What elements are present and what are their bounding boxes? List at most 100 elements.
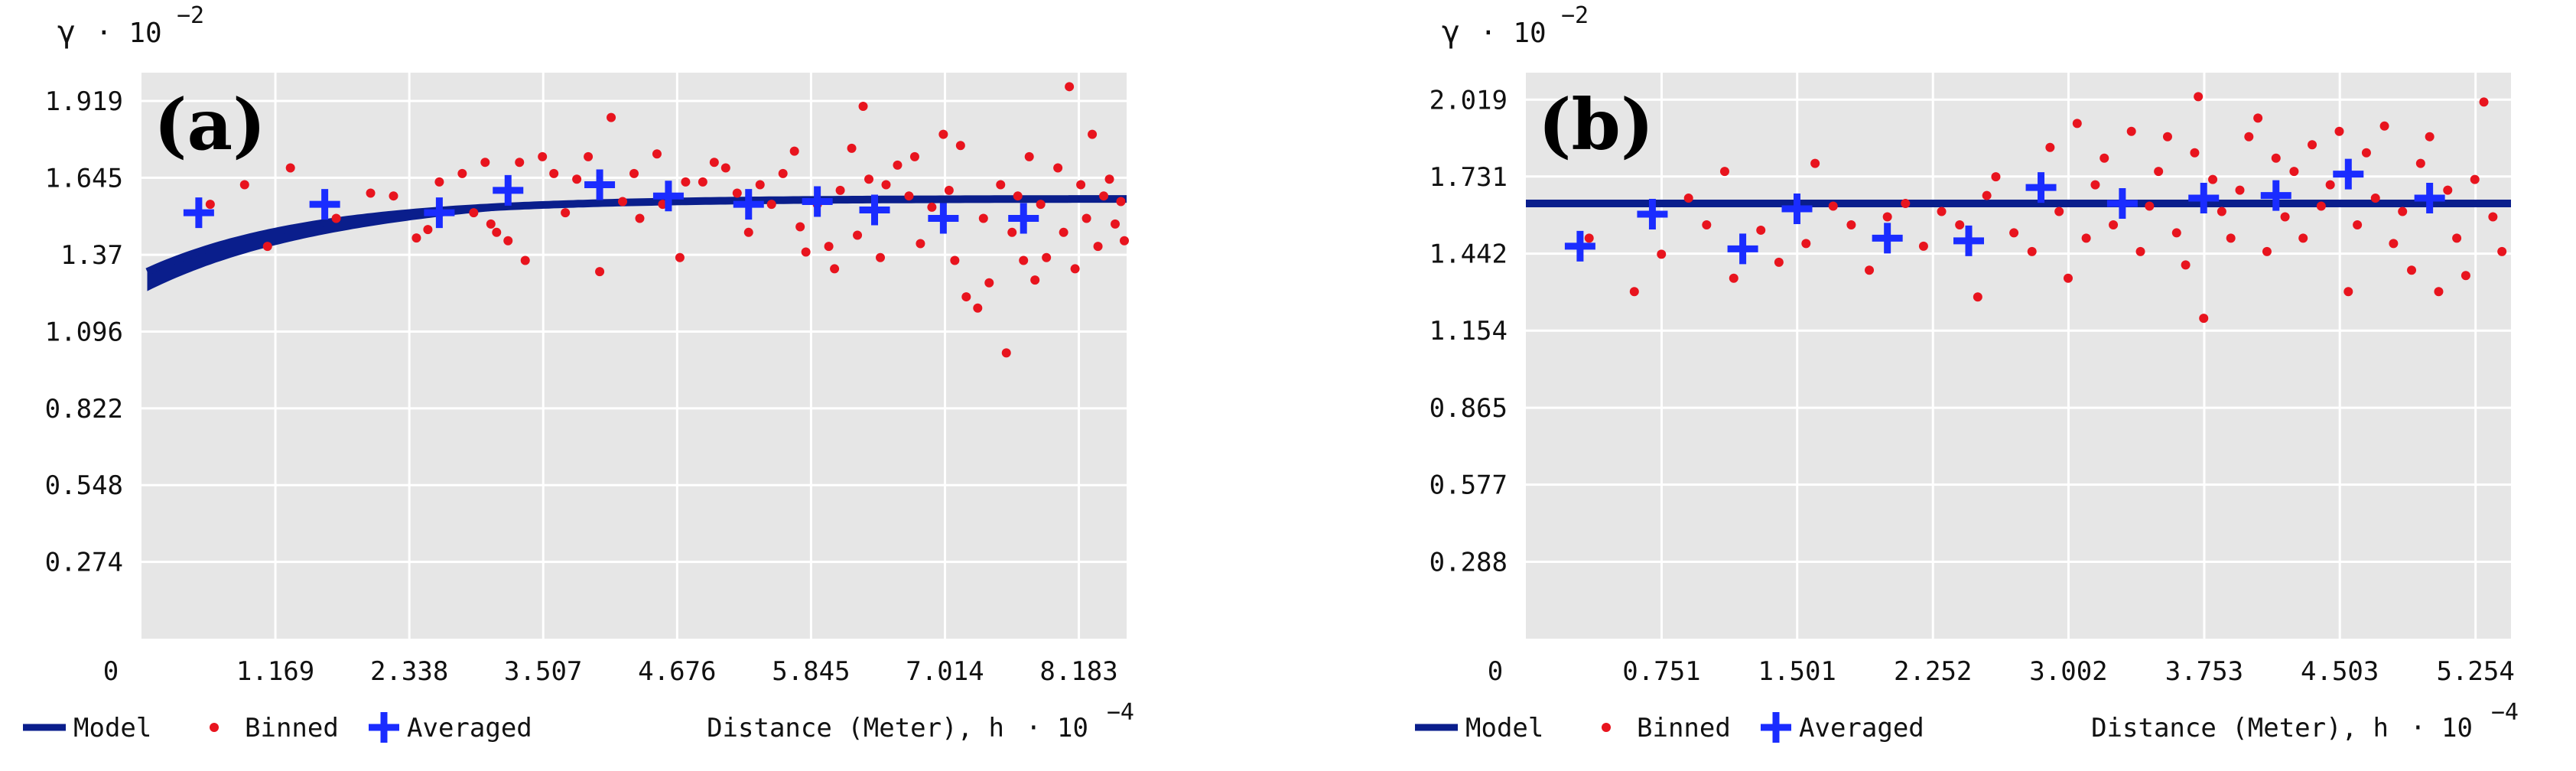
binned-point bbox=[1955, 220, 1965, 229]
binned-point bbox=[1116, 197, 1126, 207]
binned-point bbox=[732, 188, 742, 198]
x-tick-label: 8.183 bbox=[1039, 656, 1117, 687]
averaged-point bbox=[733, 189, 764, 220]
binned-point bbox=[2271, 153, 2281, 163]
binned-point bbox=[938, 129, 948, 139]
binned-point bbox=[675, 252, 685, 262]
binned-point bbox=[2235, 185, 2245, 195]
binned-point bbox=[486, 219, 496, 229]
legend-averaged-label: Averaged bbox=[407, 713, 532, 743]
binned-point bbox=[331, 213, 341, 223]
legend-binned-label: Binned bbox=[245, 713, 339, 743]
averaged-point bbox=[1953, 225, 1985, 256]
binned-point bbox=[2470, 174, 2480, 184]
averaged-point bbox=[2106, 188, 2138, 220]
binned-point bbox=[618, 197, 628, 207]
binned-point bbox=[1882, 212, 1892, 222]
binned-point bbox=[1111, 219, 1120, 229]
binned-point bbox=[411, 233, 421, 243]
panel-label: (b) bbox=[1538, 83, 1654, 166]
binned-point bbox=[2199, 314, 2209, 324]
binned-point bbox=[2181, 260, 2191, 270]
averaged-point bbox=[802, 186, 833, 217]
binned-point bbox=[1846, 220, 1856, 229]
x-tick-label: 3.507 bbox=[504, 656, 582, 687]
binned-point bbox=[205, 200, 215, 210]
binned-point bbox=[1070, 264, 1080, 274]
binned-point bbox=[830, 264, 840, 274]
binned-point bbox=[1973, 292, 1982, 302]
binned-point bbox=[2370, 194, 2380, 203]
binned-point bbox=[1059, 227, 1068, 237]
binned-point bbox=[698, 177, 707, 187]
y-axis-exponent: −2 bbox=[1561, 2, 1589, 29]
binned-point bbox=[1013, 191, 1023, 201]
averaged-point bbox=[309, 189, 340, 220]
binned-point bbox=[2452, 233, 2462, 243]
binned-point bbox=[389, 191, 398, 201]
binned-point bbox=[480, 158, 490, 168]
legend-averaged-swatch bbox=[369, 712, 399, 743]
binned-point bbox=[778, 168, 788, 178]
x-tick-label: 2.252 bbox=[1894, 656, 1972, 687]
binned-point bbox=[434, 177, 444, 187]
binned-point bbox=[2334, 126, 2344, 136]
binned-point bbox=[2407, 265, 2417, 275]
averaged-point bbox=[2414, 183, 2445, 214]
binned-point bbox=[847, 143, 857, 153]
binned-point bbox=[2126, 126, 2136, 136]
binned-point bbox=[2298, 233, 2308, 243]
averaged-point bbox=[424, 197, 455, 229]
binned-point bbox=[2109, 220, 2119, 229]
averaged-point bbox=[1564, 230, 1595, 262]
binned-point bbox=[2208, 174, 2218, 184]
binned-point bbox=[1036, 200, 1046, 210]
binned-point bbox=[2054, 207, 2064, 216]
y-axis-exponent: −2 bbox=[177, 2, 204, 29]
y-tick-label: 0.274 bbox=[45, 548, 123, 578]
binned-point bbox=[538, 151, 548, 161]
binned-point bbox=[2316, 201, 2326, 211]
binned-point bbox=[2434, 287, 2444, 297]
binned-point bbox=[2425, 132, 2435, 142]
binned-point bbox=[2361, 148, 2371, 158]
y-axis-multiplier: · 10 bbox=[96, 18, 162, 49]
binned-point bbox=[2100, 153, 2109, 163]
binned-point bbox=[457, 168, 467, 178]
averaged-point bbox=[2025, 172, 2057, 203]
averaged-point bbox=[1872, 223, 1903, 254]
binned-point bbox=[904, 191, 914, 201]
model-band bbox=[147, 199, 1127, 291]
legend-averaged-swatch bbox=[1761, 712, 1791, 743]
binned-point bbox=[2145, 201, 2155, 211]
y-tick-label: 0.822 bbox=[45, 394, 123, 425]
binned-point bbox=[996, 180, 1006, 190]
averaged-point bbox=[183, 197, 214, 229]
binned-point bbox=[1729, 273, 1738, 283]
binned-point bbox=[2479, 97, 2489, 107]
binned-point bbox=[1007, 227, 1017, 237]
binned-point bbox=[2162, 132, 2172, 142]
binned-point bbox=[2280, 212, 2290, 222]
binned-point bbox=[2325, 180, 2335, 190]
binned-point bbox=[876, 252, 885, 262]
binned-point bbox=[1828, 201, 1838, 211]
binned-point bbox=[2081, 233, 2091, 243]
binned-point bbox=[795, 222, 805, 232]
binned-point bbox=[743, 227, 753, 237]
x-tick-label: 0 bbox=[103, 656, 119, 687]
binned-point bbox=[1093, 242, 1103, 252]
x-axis-exponent: −4 bbox=[1107, 699, 1134, 726]
binned-point bbox=[1081, 213, 1091, 223]
averaged-point bbox=[859, 194, 890, 226]
binned-point bbox=[2217, 207, 2226, 216]
y-tick-label: 1.645 bbox=[45, 163, 123, 194]
binned-point bbox=[629, 168, 639, 178]
binned-point bbox=[2194, 92, 2204, 102]
binned-point bbox=[1657, 249, 1667, 259]
binned-point bbox=[2353, 220, 2363, 229]
binned-point bbox=[1042, 252, 1052, 262]
binned-point bbox=[2389, 239, 2399, 249]
binned-point bbox=[572, 174, 582, 184]
binned-point bbox=[595, 267, 605, 277]
